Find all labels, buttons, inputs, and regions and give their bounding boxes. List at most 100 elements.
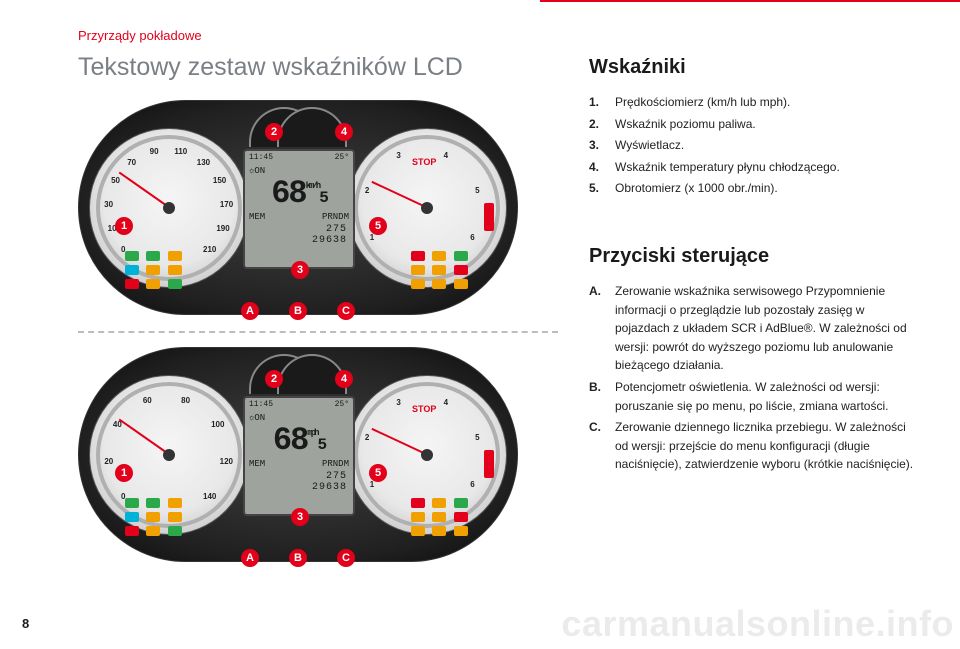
control-text: Potencjometr oświetlenia. W zależności o… — [615, 378, 915, 415]
indicator-item: 3. Wyświetlacz. — [589, 136, 928, 155]
warning-light-icon — [432, 251, 446, 261]
dial-tick-label: 130 — [197, 158, 210, 167]
dial-tick-label: 50 — [111, 176, 120, 185]
dial-tick-label: 2 — [365, 186, 369, 195]
warning-light-icon — [146, 265, 160, 275]
callout-C: C — [337, 302, 355, 320]
page-title: Tekstowy zestaw wskaźników LCD — [78, 53, 553, 82]
callout-C: C — [337, 549, 355, 567]
warning-light-icon — [125, 251, 139, 261]
warning-light-icon — [454, 265, 468, 275]
controls-list: A.Zerowanie wskaźnika serwisowego Przypo… — [589, 282, 928, 474]
watermark: carmanualsonline.info — [561, 603, 954, 645]
instrument-cluster: 01030507090110130150170190210 STOP 12345… — [78, 100, 553, 315]
warning-light-icon — [454, 526, 468, 536]
dial-tick-label: 60 — [143, 396, 152, 405]
lcd-clock: 11:45 — [249, 400, 273, 409]
warning-light-icon — [454, 279, 468, 289]
indicator-item: 4.Wskaźnik temperatury płynu chłodzącego… — [589, 158, 928, 177]
warning-light-icon — [411, 265, 425, 275]
warning-light-icon — [411, 512, 425, 522]
indicator-item: 1.Prędkościomierz (km/h lub mph). — [589, 93, 928, 112]
lcd-display: 11:4525° ☼ON 68mph5 MEMPRNDM 275 29638 — [243, 396, 355, 516]
dial-tick-label: 140 — [203, 492, 216, 501]
control-text: Zerowanie dziennego licznika przebiegu. … — [615, 418, 915, 474]
warning-lights — [125, 251, 185, 289]
warning-light-icon — [411, 498, 425, 508]
warning-light-icon — [168, 512, 182, 522]
indicator-text: Obrotomierz (x 1000 obr./min). — [615, 179, 778, 198]
dial-tick-label: 70 — [127, 158, 136, 167]
callout-4: 4 — [335, 370, 353, 388]
callout-1: 1 — [115, 217, 133, 235]
indicator-number: 4. — [589, 158, 605, 177]
indicators-heading: Wskaźniki — [589, 56, 928, 79]
control-item: B. Potencjometr oświetlenia. W zależności… — [589, 378, 928, 415]
cluster-body: 020406080100120140 STOP 123456 11:4525° … — [78, 347, 518, 562]
indicator-text: Wskaźnik poziomu paliwa. — [615, 115, 756, 134]
lcd-speed: 68km/h5 — [245, 178, 353, 210]
warning-light-icon — [411, 279, 425, 289]
lcd-speed: 68mph5 — [245, 425, 353, 457]
indicator-text: Prędkościomierz (km/h lub mph). — [615, 93, 790, 112]
dial-tick-label: 1 — [370, 480, 374, 489]
indicator-number: 5. — [589, 179, 605, 198]
dial-tick-label: 30 — [104, 200, 113, 209]
dial-tick-label: 150 — [213, 176, 226, 185]
warning-light-icon — [168, 498, 182, 508]
redline-band — [484, 450, 494, 478]
lcd-clock: 11:45 — [249, 153, 273, 162]
control-letter: A. — [589, 282, 605, 375]
warning-light-icon — [168, 251, 182, 261]
lcd-trip: 275 — [245, 224, 353, 235]
warning-light-icon — [432, 512, 446, 522]
callout-3: 3 — [291, 261, 309, 279]
warning-light-icon — [454, 512, 468, 522]
indicator-number: 3. — [589, 136, 605, 155]
warning-light-icon — [146, 498, 160, 508]
warning-light-icon — [411, 251, 425, 261]
indicator-item: 5. Obrotomierz (x 1000 obr./min). — [589, 179, 928, 198]
lcd-odo: 29638 — [245, 482, 353, 493]
dial-tick-label: 3 — [396, 398, 400, 407]
cluster-separator — [78, 331, 558, 333]
indicator-text: Wyświetlacz. — [615, 136, 684, 155]
warning-light-icon — [168, 526, 182, 536]
callout-5: 5 — [369, 464, 387, 482]
warning-light-icon — [432, 498, 446, 508]
dial-tick-label: 80 — [181, 396, 190, 405]
warning-light-icon — [454, 251, 468, 261]
callout-B: B — [289, 549, 307, 567]
dial-tick-label: 4 — [444, 151, 448, 160]
dial-tick-label: 110 — [174, 147, 187, 156]
lcd-temp: 25° — [335, 153, 349, 162]
dial-tick-label: 5 — [475, 433, 479, 442]
dial-tick-label: 210 — [203, 245, 216, 254]
dial-tick-label: 100 — [211, 420, 224, 429]
warning-light-icon — [432, 265, 446, 275]
warning-light-icon — [125, 279, 139, 289]
warning-light-icon — [125, 526, 139, 536]
controls-heading: Przyciski sterujące — [589, 245, 928, 268]
callout-3: 3 — [291, 508, 309, 526]
cluster-body: 01030507090110130150170190210 STOP 12345… — [78, 100, 518, 315]
dial-tick-label: 6 — [470, 480, 474, 489]
indicator-number: 2. — [589, 115, 605, 134]
dial-tick-label: 90 — [150, 147, 159, 156]
warning-light-icon — [125, 512, 139, 522]
callout-A: A — [241, 549, 259, 567]
lcd-shift-row: PRNDM — [322, 459, 349, 469]
top-red-bar — [540, 0, 960, 2]
callout-2: 2 — [265, 123, 283, 141]
control-letter: B. — [589, 378, 605, 415]
callout-4: 4 — [335, 123, 353, 141]
warning-lights — [125, 498, 185, 536]
lcd-shift-row: PRNDM — [322, 212, 349, 222]
indicator-item: 2. Wskaźnik poziomu paliwa. — [589, 115, 928, 134]
control-letter: C. — [589, 418, 605, 474]
dial-tick-label: 170 — [220, 200, 233, 209]
page-number: 8 — [22, 616, 29, 631]
control-text: Zerowanie wskaźnika serwisowego Przypomn… — [615, 282, 915, 375]
warning-lights — [411, 498, 471, 536]
dial-tick-label: 190 — [216, 224, 229, 233]
